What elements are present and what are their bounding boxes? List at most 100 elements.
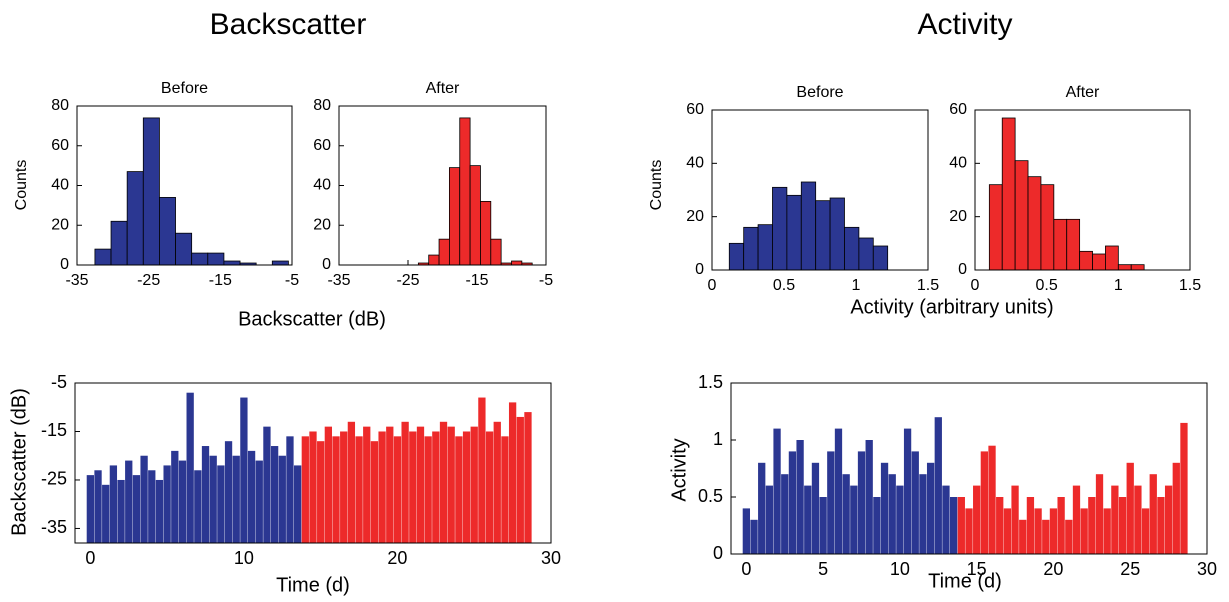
x-tick-label: 5 [818,559,828,579]
plot-frame [76,105,293,266]
time-bar [340,431,348,543]
y-axis-label: Counts [13,160,30,211]
time-bar [470,426,478,543]
time-bar [1118,497,1127,554]
histogram-bar [448,167,461,266]
histogram-bar [459,117,471,266]
x-tick-label: -15 [209,272,232,289]
time-bar [363,426,371,543]
time-bar [501,436,509,543]
histogram-bar [1130,264,1145,271]
time-bar [132,475,141,543]
y-tick-label: 20 [313,216,331,233]
time-bar [278,455,286,543]
time-bar [980,451,989,554]
x-tick-label: 1 [852,277,861,294]
x-tick-label: 0 [85,548,95,568]
time-bar [462,431,471,543]
time-bar [493,421,501,543]
time-bar [263,426,271,543]
time-bar [109,465,118,543]
time-bar [355,436,363,543]
time-bar [957,497,965,554]
y-axis-label: Activity [668,438,690,501]
time-bar [819,497,827,554]
histogram-bar [207,252,225,266]
x-tick-label: -5 [285,272,299,289]
time-bar [788,451,797,554]
y-tick-label: -5 [51,372,67,392]
time-bar [270,446,279,543]
time-bar [186,392,194,543]
x-axis-label: Time (d) [276,574,350,596]
histogram-bar [142,117,160,266]
histogram-bar [1092,253,1106,271]
y-tick-label: 20 [686,208,704,225]
plot-frame [730,382,1208,555]
time-bar [742,508,751,554]
histogram-bar [988,184,1003,271]
time-bar [1049,508,1058,554]
x-tick-label: 30 [541,548,561,568]
time-bar [1180,422,1188,554]
chart-title: Before [161,80,208,97]
time-bar [773,428,781,554]
y-tick-label: 0 [322,256,331,273]
time-bar [1149,474,1157,554]
time-bar [401,421,409,543]
x-tick-label: 0 [971,277,980,294]
histogram-bar [511,260,523,266]
time-bar [1057,497,1065,554]
histogram-bar [1105,245,1119,271]
time-bar [117,479,125,543]
x-tick-label: 10 [890,559,910,579]
time-bar [911,451,919,554]
x-axis-label: Backscatter (dB) [238,308,386,330]
time-bar [1072,485,1081,554]
x-tick-label: 1.5 [1179,277,1201,294]
y-tick-label: 40 [51,177,69,194]
histogram-bar [1066,218,1081,271]
histogram-bar [175,232,193,266]
y-tick-label: 0.5 [698,486,723,506]
histogram-bar [428,254,440,266]
time-bar [478,397,486,543]
y-tick-label: 0 [713,543,723,563]
time-bar [811,462,820,554]
time-bar [1065,519,1073,554]
time-bar [1080,508,1088,554]
x-tick-label: 15 [967,559,987,579]
y-tick-label: 80 [51,97,69,114]
histogram-bar [757,224,773,271]
time-bar [370,441,379,543]
histogram-bar [223,260,241,266]
time-bar [224,441,233,543]
y-tick-label: -35 [41,517,67,537]
histogram-bar [800,181,817,271]
time-bar [309,431,317,543]
y-tick-label: 60 [51,137,69,154]
time-bar [1095,474,1104,554]
time-bar [804,485,812,554]
y-tick-label: 60 [313,137,331,154]
time-bar [1141,508,1150,554]
section-title: Activity [917,8,1012,41]
y-tick-label: 80 [313,97,331,114]
time-bar [973,485,981,554]
histogram-bar [844,226,860,271]
y-tick-label: -15 [41,420,67,440]
time-bar [965,508,973,554]
time-bar [393,436,402,543]
time-bar [827,451,835,554]
time-bar [988,445,996,554]
histogram-bar [829,197,845,271]
time-bar [1042,519,1050,554]
time-bar [1172,462,1180,554]
x-tick-label: 1.5 [917,277,939,294]
x-tick-label: 0 [741,559,751,579]
section-title: Backscatter [210,8,367,41]
histogram-bar [480,200,492,266]
y-axis-label: Counts [648,160,665,211]
y-tick-label: 0 [695,261,704,278]
